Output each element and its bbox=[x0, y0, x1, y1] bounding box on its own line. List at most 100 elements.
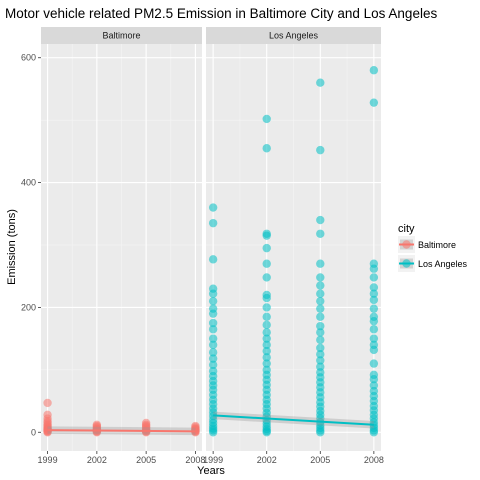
y-tick-label: 200 bbox=[21, 302, 36, 312]
data-point-los-angeles bbox=[316, 289, 325, 298]
facet-trend-baltimore bbox=[47, 426, 196, 436]
legend-title: city bbox=[398, 223, 415, 235]
data-point-los-angeles bbox=[369, 283, 379, 292]
facet-x-ticks-baltimore: 1999 2002 2005 2008 bbox=[38, 451, 205, 465]
data-point-los-angeles bbox=[262, 334, 271, 343]
data-point-los-angeles bbox=[369, 428, 379, 437]
data-point-los-angeles bbox=[369, 66, 379, 75]
data-point-los-angeles bbox=[262, 346, 271, 356]
data-point-los-angeles bbox=[316, 350, 325, 359]
trend-line-los-angeles bbox=[213, 414, 374, 426]
facet-gridlines-baltimore bbox=[41, 44, 202, 451]
data-point-los-angeles bbox=[316, 215, 325, 225]
x-axis-title: Years bbox=[197, 465, 225, 477]
data-point-los-angeles bbox=[369, 359, 379, 368]
data-point-baltimore bbox=[43, 398, 52, 408]
data-point-los-angeles bbox=[208, 428, 218, 437]
facet-strip-label-baltimore: Baltimore bbox=[102, 31, 140, 41]
trend-line-baltimore bbox=[47, 429, 196, 433]
y-axis-title: Emission (tons) bbox=[6, 209, 18, 285]
x-tick-label: 1999 bbox=[203, 455, 223, 465]
data-point-los-angeles bbox=[316, 259, 325, 268]
data-point-los-angeles bbox=[316, 145, 325, 155]
data-point-los-angeles bbox=[208, 360, 218, 370]
data-point-baltimore bbox=[191, 428, 200, 437]
data-point-los-angeles bbox=[369, 273, 379, 282]
data-point-los-angeles bbox=[316, 304, 325, 313]
data-point-los-angeles bbox=[316, 328, 325, 337]
data-point-los-angeles bbox=[262, 243, 271, 253]
data-point-los-angeles bbox=[369, 264, 379, 273]
data-point-los-angeles bbox=[316, 273, 325, 282]
facet-panel-baltimore: Baltimore 1999 2002 2005 2008 bbox=[38, 27, 205, 465]
legend-label: Los Angeles bbox=[418, 259, 468, 269]
x-tick-label: 2008 bbox=[364, 455, 384, 465]
facet-trend-los-angeles bbox=[213, 411, 374, 429]
legend-label: Baltimore bbox=[418, 240, 456, 250]
data-point-los-angeles bbox=[208, 255, 218, 264]
data-point-los-angeles bbox=[262, 328, 271, 337]
data-point-los-angeles bbox=[208, 289, 218, 298]
x-tick-label: 2005 bbox=[136, 455, 156, 465]
data-point-los-angeles bbox=[316, 335, 325, 345]
data-point-los-angeles bbox=[369, 375, 379, 384]
data-point-los-angeles bbox=[208, 325, 218, 334]
data-point-los-angeles bbox=[369, 98, 379, 107]
x-tick-label: 2002 bbox=[257, 455, 277, 465]
data-point-los-angeles bbox=[316, 229, 325, 238]
data-point-los-angeles bbox=[316, 428, 325, 437]
legend-key-point bbox=[402, 240, 411, 249]
legend: city Baltimore Los Angeles bbox=[398, 223, 468, 272]
data-point-los-angeles bbox=[262, 231, 271, 240]
y-tick-label: 400 bbox=[21, 178, 36, 188]
data-point-los-angeles bbox=[262, 320, 271, 330]
data-point-los-angeles bbox=[262, 259, 271, 268]
data-point-los-angeles bbox=[316, 281, 325, 290]
data-point-los-angeles bbox=[208, 318, 218, 328]
data-point-los-angeles bbox=[208, 218, 218, 228]
y-axis: 0 200 400 600 bbox=[21, 53, 41, 437]
y-tick-label: 0 bbox=[31, 427, 36, 437]
data-point-los-angeles bbox=[208, 334, 218, 343]
x-tick-label: 2008 bbox=[185, 455, 205, 465]
facet-panel-los-angeles: Los Angeles 1999 2002 2005 2008 bbox=[203, 27, 384, 465]
data-point-los-angeles bbox=[369, 295, 379, 305]
data-point-los-angeles bbox=[208, 296, 218, 306]
data-point-los-angeles bbox=[369, 325, 379, 334]
data-point-los-angeles bbox=[208, 348, 218, 357]
data-point-los-angeles bbox=[208, 309, 218, 318]
data-point-los-angeles bbox=[262, 114, 271, 124]
data-point-los-angeles bbox=[208, 354, 218, 363]
data-point-los-angeles bbox=[262, 303, 271, 312]
facet-strip-los-angeles bbox=[206, 27, 381, 44]
y-tick-label: 600 bbox=[21, 53, 36, 63]
data-point-los-angeles bbox=[262, 293, 271, 303]
data-point-los-angeles bbox=[369, 345, 379, 355]
data-point-los-angeles bbox=[262, 144, 271, 153]
data-point-los-angeles bbox=[316, 356, 325, 365]
data-point-los-angeles bbox=[369, 304, 379, 313]
data-point-los-angeles bbox=[262, 353, 271, 362]
x-tick-label: 1999 bbox=[38, 455, 58, 465]
facet-strip-label-los-angeles: Los Angeles bbox=[269, 31, 319, 41]
data-point-los-angeles bbox=[262, 428, 271, 437]
data-point-los-angeles bbox=[316, 312, 325, 321]
data-point-los-angeles bbox=[208, 340, 218, 350]
data-point-los-angeles bbox=[369, 334, 379, 343]
data-point-los-angeles bbox=[262, 340, 271, 350]
facet-x-ticks-los-angeles: 1999 2002 2005 2008 bbox=[203, 451, 384, 465]
data-point-los-angeles bbox=[369, 316, 379, 326]
legend-key-point bbox=[402, 259, 411, 268]
facet-points-los-angeles bbox=[208, 66, 379, 437]
data-point-los-angeles bbox=[369, 289, 379, 298]
x-tick-label: 2002 bbox=[87, 455, 107, 465]
facet-strip-baltimore bbox=[41, 27, 202, 44]
data-point-los-angeles bbox=[316, 343, 325, 353]
legend-entries: Baltimore Los Angeles bbox=[398, 236, 468, 272]
data-point-los-angeles bbox=[316, 296, 325, 306]
x-tick-label: 2005 bbox=[310, 455, 330, 465]
data-point-los-angeles bbox=[208, 203, 218, 212]
data-point-los-angeles bbox=[262, 312, 271, 321]
data-point-los-angeles bbox=[316, 321, 325, 331]
